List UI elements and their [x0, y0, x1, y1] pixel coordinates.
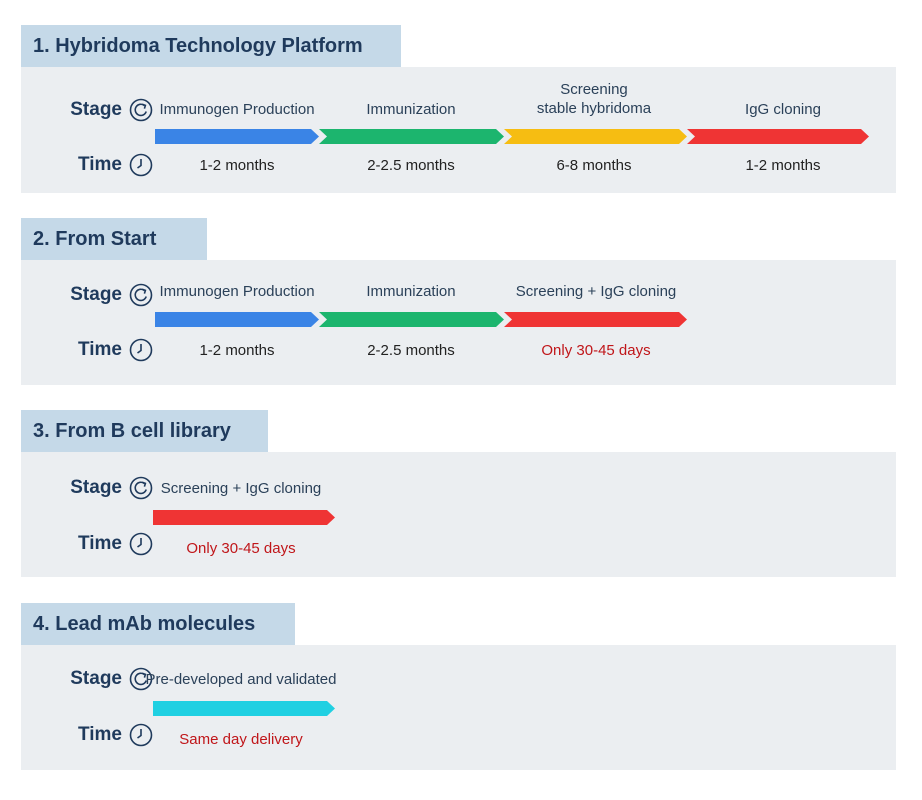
stage-name-line: stable hybridoma: [536, 100, 652, 117]
stage-name-line: Screening: [560, 81, 628, 98]
clock-icon: [129, 153, 153, 177]
stage-row-label: Stage: [21, 96, 156, 124]
stage-bar: [504, 129, 687, 144]
stage-duration-highlight: Only 30-45 days: [186, 540, 296, 557]
stage-name: Immunogen Production: [159, 101, 315, 118]
cycle-icon: [129, 476, 153, 500]
stage-label: Stage: [70, 284, 122, 305]
stage-label: Stage: [70, 668, 122, 689]
stage-bar: [153, 701, 335, 716]
cycle-icon: [129, 667, 153, 691]
stage-row-label: Stage: [21, 474, 156, 502]
time-row-label: Time: [21, 530, 156, 558]
section-title: 2. From Start: [21, 218, 207, 260]
section-title: 3. From B cell library: [21, 410, 268, 452]
stage-row-label: Stage: [21, 665, 156, 693]
time-label: Time: [77, 154, 122, 175]
stage-name: Screening + IgG cloning: [160, 480, 322, 497]
stage-row-label: Stage: [21, 281, 156, 309]
stage-duration: 2-2.5 months: [367, 342, 455, 359]
time-row-label: Time: [21, 151, 156, 179]
stage-duration: 6-8 months: [556, 157, 632, 174]
time-label: Time: [77, 533, 122, 554]
section-from-start: 2. From Start Stage Time Immunogen Produ…: [21, 218, 896, 385]
stage-bar: [155, 129, 319, 144]
stage-duration-highlight: Same day delivery: [179, 731, 303, 748]
stage-label: Stage: [70, 477, 122, 498]
time-row-label: Time: [21, 336, 156, 364]
section-hybridoma: 1. Hybridoma Technology Platform Stage T…: [21, 25, 896, 193]
time-row-label: Time: [21, 721, 156, 749]
section-lead-mab: 4. Lead mAb molecules Stage Time Pre-dev…: [21, 603, 896, 770]
stage-name: IgG cloning: [745, 101, 821, 118]
stage-duration: 2-2.5 months: [367, 157, 455, 174]
clock-icon: [129, 723, 153, 747]
stage-bar: [687, 129, 869, 144]
stage-duration: 1-2 months: [199, 342, 275, 359]
stage-bar: [504, 312, 687, 327]
stage-label: Stage: [70, 99, 122, 120]
stage-name: Pre-developed and validated: [145, 671, 337, 688]
stage-name: Immunogen Production: [159, 283, 315, 300]
stage-duration-highlight: Only 30-45 days: [541, 342, 651, 359]
stage-duration: 1-2 months: [199, 157, 275, 174]
section-title: 4. Lead mAb molecules: [21, 603, 295, 645]
stage-name: Screening + IgG cloning: [515, 283, 677, 300]
stage-bar: [319, 129, 504, 144]
time-label: Time: [77, 724, 122, 745]
stage-name: Immunization: [366, 101, 456, 118]
clock-icon: [129, 338, 153, 362]
stage-bars: [155, 312, 687, 327]
clock-icon: [129, 532, 153, 556]
section-title: 1. Hybridoma Technology Platform: [21, 25, 401, 67]
cycle-icon: [129, 283, 153, 307]
section-b-cell-library: 3. From B cell library Stage Time Screen…: [21, 410, 896, 577]
stage-name: Immunization: [366, 283, 456, 300]
stage-bar: [155, 312, 319, 327]
stage-bars: [155, 129, 869, 144]
cycle-icon: [129, 98, 153, 122]
stage-bar: [153, 510, 335, 525]
stage-name: Screening stable hybridoma: [508, 80, 680, 118]
stage-bars: [153, 510, 335, 525]
stage-bar: [319, 312, 504, 327]
time-label: Time: [77, 339, 122, 360]
stage-duration: 1-2 months: [745, 157, 821, 174]
stage-bars: [153, 701, 335, 716]
